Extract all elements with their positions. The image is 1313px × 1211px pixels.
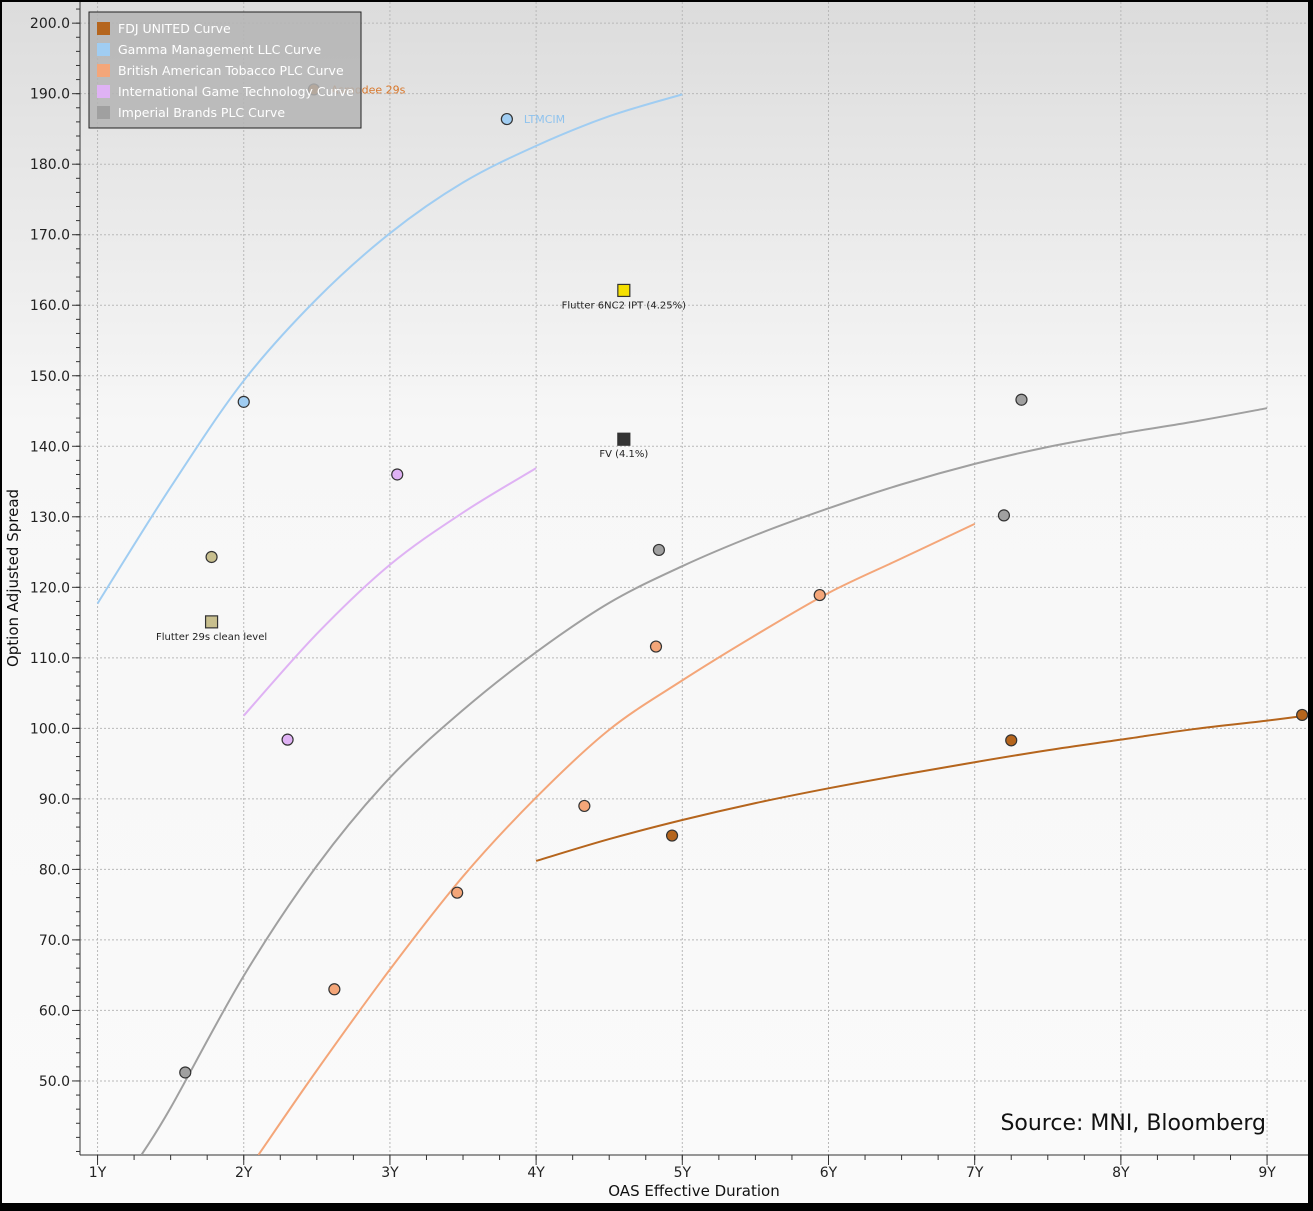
data-point bbox=[649, 640, 663, 653]
x-tick-label: 9Y bbox=[1258, 1165, 1276, 1181]
legend-label: Gamma Management LLC Curve bbox=[118, 42, 321, 57]
series-curve bbox=[535, 714, 1308, 862]
point-annotation: LTMCIM bbox=[524, 113, 565, 126]
data-point bbox=[451, 886, 464, 899]
series-curve bbox=[242, 467, 537, 717]
y-tick-label: 60.0 bbox=[39, 1003, 70, 1019]
legend-swatch bbox=[97, 106, 110, 119]
x-axis-label: OAS Effective Duration bbox=[608, 1182, 779, 1200]
legend-swatch bbox=[97, 85, 110, 98]
marker-square bbox=[617, 283, 631, 298]
series-curve bbox=[96, 93, 683, 605]
data-point bbox=[328, 983, 341, 996]
data-point bbox=[237, 395, 250, 408]
legend-swatch bbox=[97, 43, 110, 56]
data-point bbox=[1296, 708, 1309, 722]
data-point bbox=[652, 543, 666, 557]
data-point bbox=[997, 509, 1011, 522]
point-annotation: Flutter 6NC2 IPT (4.25%) bbox=[562, 300, 686, 311]
y-tick-label: 50.0 bbox=[39, 1074, 70, 1090]
data-point bbox=[281, 733, 294, 746]
y-tick-label: 180.0 bbox=[30, 157, 70, 173]
y-axis-label: Option Adjusted Spread bbox=[4, 489, 22, 667]
y-tick-label: 150.0 bbox=[30, 369, 70, 385]
y-tick-label: 100.0 bbox=[30, 721, 70, 737]
y-tick-label: 170.0 bbox=[30, 228, 70, 244]
y-tick-label: 120.0 bbox=[30, 580, 70, 596]
y-tick-label: 70.0 bbox=[39, 933, 70, 949]
y-tick-label: 80.0 bbox=[39, 862, 70, 878]
legend-label: Imperial Brands PLC Curve bbox=[118, 105, 285, 120]
x-tick-label: 7Y bbox=[966, 1165, 984, 1181]
y-tick-label: 200.0 bbox=[30, 16, 70, 32]
data-point bbox=[1005, 734, 1018, 747]
data-point bbox=[500, 112, 513, 126]
x-tick-label: 5Y bbox=[674, 1165, 692, 1181]
y-tick-label: 110.0 bbox=[30, 651, 70, 667]
series-curve bbox=[140, 407, 1268, 1155]
legend-box bbox=[88, 11, 362, 129]
y-tick-label: 140.0 bbox=[30, 439, 70, 455]
data-point bbox=[205, 550, 218, 564]
legend-label: FDJ UNITED Curve bbox=[118, 21, 231, 36]
y-tick-label: 160.0 bbox=[30, 298, 70, 314]
source-note: Source: MNI, Bloomberg bbox=[1000, 1111, 1266, 1136]
x-tick-label: 8Y bbox=[1112, 1165, 1130, 1181]
series-curves bbox=[96, 93, 1308, 1155]
y-tick-label: 130.0 bbox=[30, 510, 70, 526]
data-point bbox=[665, 829, 679, 842]
y-tick-label: 190.0 bbox=[30, 87, 70, 103]
data-point bbox=[813, 588, 826, 602]
legend-label: International Game Technology Curve bbox=[118, 84, 354, 99]
y-tick-label: 90.0 bbox=[39, 792, 70, 808]
legend: FDJ UNITED Curve Gamma Management LLC Cur… bbox=[88, 11, 362, 129]
legend-label: British American Tobacco PLC Curve bbox=[118, 63, 344, 78]
x-tick-label: 6Y bbox=[820, 1165, 838, 1181]
marker-square bbox=[617, 432, 631, 446]
x-tick-label: 4Y bbox=[527, 1165, 545, 1181]
legend-swatch bbox=[97, 22, 110, 35]
data-point bbox=[1015, 393, 1028, 406]
x-tick-label: 3Y bbox=[381, 1165, 399, 1181]
axes: 1Y 2Y 3Y 4Y 5Y 6Y 7Y 8Y 9Y 50.0 60.0 70.0 80.0 90.0 10… bbox=[30, 2, 1308, 1181]
marker-square bbox=[204, 615, 219, 629]
data-point bbox=[578, 799, 591, 813]
point-annotation: Flutter 29s clean level bbox=[156, 632, 267, 643]
point-annotation: FV (4.1%) bbox=[599, 449, 648, 460]
x-tick-label: 1Y bbox=[89, 1165, 107, 1181]
x-tick-label: 2Y bbox=[235, 1165, 253, 1181]
data-point bbox=[391, 468, 404, 481]
series-curve bbox=[257, 522, 976, 1155]
data-point bbox=[179, 1066, 192, 1079]
legend-swatch bbox=[97, 64, 110, 77]
